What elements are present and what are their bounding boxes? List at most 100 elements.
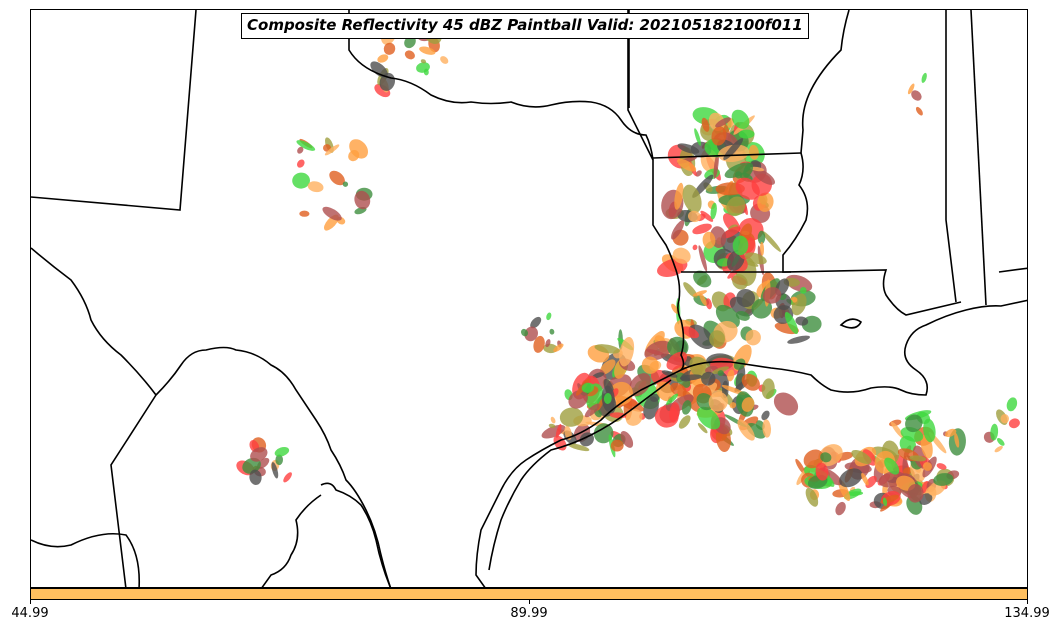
mississippi-river [782, 152, 962, 316]
reflectivity-cell [743, 162, 754, 178]
reflectivity-cell [757, 192, 774, 212]
reflectivity-cell [555, 423, 562, 438]
reflectivity-cell [731, 109, 750, 129]
reflectivity-cell [548, 423, 556, 429]
reflectivity-cell [568, 390, 588, 409]
reflectivity-cell [594, 344, 621, 354]
reflectivity-cell [733, 358, 746, 370]
reflectivity-cell [670, 382, 687, 397]
map-canvas [31, 10, 1027, 587]
reflectivity-cell [923, 462, 932, 471]
colorbar-tick-label-mid: 89.99 [510, 606, 548, 621]
reflectivity-cell [839, 468, 863, 488]
reflectivity-cell [954, 432, 960, 448]
reflectivity-cell [792, 297, 798, 303]
reflectivity-cell [271, 462, 279, 479]
reflectivity-cell [911, 90, 922, 101]
reflectivity-cell [678, 415, 691, 429]
la-coast [680, 299, 1027, 396]
reflectivity-cell [729, 402, 737, 409]
reflectivity-cell [921, 72, 927, 83]
reflectivity-cell [692, 244, 698, 251]
colorbar-tick-label-max: 134.99 [1004, 606, 1050, 621]
reflectivity-cell [701, 117, 710, 132]
mexico-coahuila [31, 532, 141, 587]
reflectivity-cell [641, 356, 659, 374]
reflectivity-cell [784, 311, 799, 335]
reflectivity-cell [726, 196, 746, 217]
reflectivity-cell [307, 181, 324, 193]
reflectivity-cell [296, 159, 305, 168]
reflectivity-cell [695, 170, 702, 177]
state-borders-layer [31, 10, 1027, 587]
reflectivity-cell [661, 370, 678, 378]
reflectivity-cell [737, 419, 755, 441]
reflectivity-cell [762, 419, 772, 438]
reflectivity-cell [420, 59, 427, 64]
reflectivity-cell [861, 472, 869, 486]
reflectivity-cell [342, 181, 349, 187]
reflectivity-cell [748, 144, 759, 160]
reflectivity-cell [593, 423, 614, 444]
reflectivity-paintball-layer [236, 25, 1020, 516]
reflectivity-cell [530, 316, 542, 329]
reflectivity-cell [759, 241, 765, 256]
reflectivity-cell [292, 172, 310, 189]
reflectivity-cell [727, 369, 735, 382]
reflectivity-cell [546, 312, 552, 321]
mexico-border [110, 394, 157, 587]
reflectivity-cell [944, 428, 957, 437]
reflectivity-cell [698, 245, 708, 272]
reflectivity-cell [274, 446, 290, 457]
reflectivity-cell [732, 274, 748, 290]
reflectivity-cell [692, 290, 707, 297]
reflectivity-cell [297, 146, 304, 154]
reflectivity-cell [324, 144, 340, 156]
reflectivity-cell [296, 140, 316, 151]
reflectivity-cell [603, 393, 612, 404]
reflectivity-cell [820, 452, 832, 463]
reflectivity-cell [757, 230, 766, 245]
map-panel [30, 9, 1028, 588]
reflectivity-cell [524, 326, 538, 342]
reflectivity-cell [275, 454, 284, 466]
reflectivity-cell [697, 422, 708, 434]
reflectivity-cell [915, 106, 923, 116]
reflectivity-cell [545, 339, 551, 348]
reflectivity-cell [815, 462, 829, 481]
colorbar-tick-mark [529, 600, 530, 604]
reflectivity-cell [909, 455, 927, 462]
ar-mo-border [652, 152, 802, 159]
reflectivity-cell [559, 407, 584, 427]
reflectivity-cell [329, 170, 345, 186]
reflectivity-cell [907, 83, 915, 95]
reflectivity-cell [851, 449, 872, 465]
reflectivity-cell [681, 400, 692, 415]
reflectivity-cell [721, 384, 746, 396]
reflectivity-cell [610, 439, 624, 452]
reflectivity-cell [761, 230, 781, 252]
reflectivity-cell [250, 447, 268, 462]
reflectivity-cell [694, 128, 702, 146]
al-ga-border [970, 10, 987, 306]
reflectivity-cell [697, 406, 721, 430]
reflectivity-cell [625, 409, 643, 426]
reflectivity-cell [884, 457, 900, 475]
reflectivity-cell [687, 210, 701, 223]
reflectivity-cell [795, 458, 806, 475]
reflectivity-cell [377, 54, 389, 63]
reflectivity-cell [936, 463, 947, 470]
reflectivity-cell [619, 336, 635, 367]
reflectivity-cell [907, 484, 924, 503]
reflectivity-cell [440, 56, 449, 64]
reflectivity-cell [990, 423, 999, 441]
colorbar-tick-label-min: 44.99 [11, 606, 49, 621]
reflectivity-cell [370, 61, 388, 78]
reflectivity-cell [423, 68, 429, 76]
reflectivity-cell [699, 293, 707, 306]
reflectivity-cell [736, 288, 756, 308]
reflectivity-cell [655, 381, 675, 402]
reflectivity-cell [702, 231, 716, 249]
colorbar-tick-mark [1027, 600, 1028, 604]
nm-tx-border [31, 247, 157, 396]
